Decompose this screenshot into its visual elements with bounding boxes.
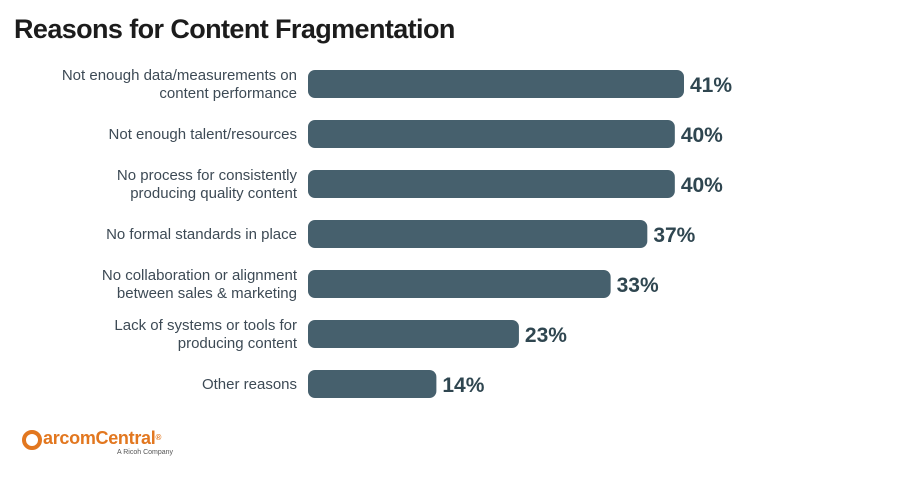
value-label-4: 33% [617,274,659,297]
bar-6 [308,370,437,398]
bar-0 [308,70,684,98]
value-label-5: 23% [525,324,567,347]
category-label-0-line-1: content performance [159,85,297,102]
logo-ring-icon [22,430,42,450]
chart-title: Reasons for Content Fragmentation [14,14,455,44]
value-label-3: 37% [653,224,695,247]
category-label-4-line-1: between sales & marketing [117,285,297,302]
bar-3 [308,220,648,248]
category-label-4-line-0: No collaboration or alignment [102,267,298,284]
bar-1 [308,120,675,148]
category-label-0-line-0: Not enough data/measurements on [62,67,297,84]
bar-5 [308,320,519,348]
category-label-5-line-1: producing content [178,335,298,352]
logo-name: arcomCentral® [43,428,173,448]
category-label-1-line-0: Not enough talent/resources [109,126,297,143]
marcomcentral-logo: arcomCentral® A Ricoh Company [22,428,173,457]
bar-2 [308,170,675,198]
category-label-5-line-0: Lack of systems or tools for [114,317,297,334]
logo-tagline: A Ricoh Company [117,449,174,456]
value-label-0: 41% [690,74,732,97]
category-label-6-line-0: Other reasons [202,376,297,393]
category-label-2-line-1: producing quality content [130,185,298,202]
value-label-1: 40% [681,124,723,147]
category-label-2-line-0: No process for consistently [117,167,298,184]
category-label-3-line-0: No formal standards in place [106,226,297,243]
value-label-2: 40% [681,174,723,197]
bar-chart: 41% Not enough data/measurements onconten… [62,67,732,398]
logo-registered-mark: ® [155,433,162,442]
bar-4 [308,270,611,298]
logo-name-text: arcomCentral [43,428,156,448]
value-label-6: 14% [442,374,484,397]
